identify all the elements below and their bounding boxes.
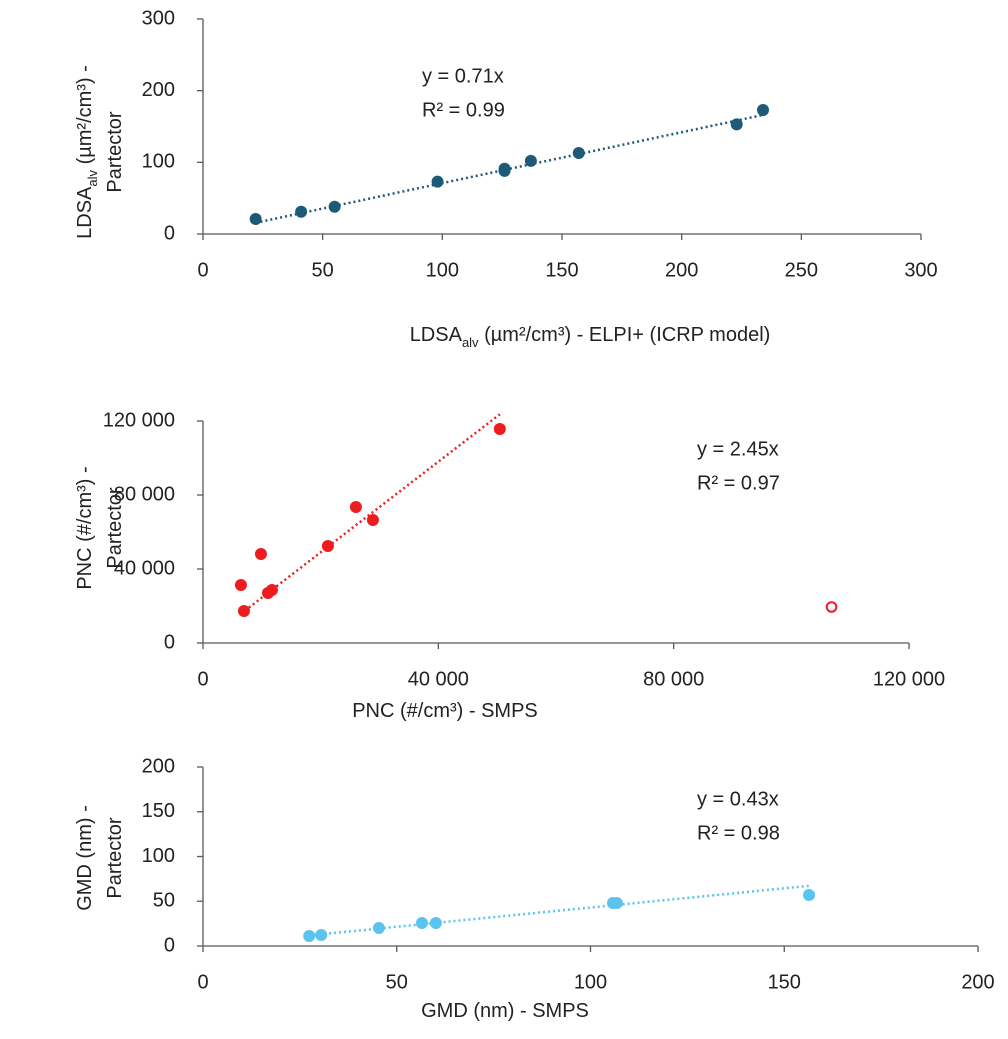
data-point bbox=[610, 897, 623, 910]
y-axis-label: Partector bbox=[104, 111, 126, 192]
y-tick-label: 100 bbox=[142, 151, 175, 173]
data-point bbox=[237, 604, 250, 617]
label-part: (µm²/cm³) - ELPI+ (ICRP model) bbox=[479, 324, 771, 346]
label-part: LDSA bbox=[74, 186, 96, 239]
data-point bbox=[328, 200, 341, 213]
label-part: PNC (#/cm³) - bbox=[74, 466, 96, 589]
y-tick-label: 300 bbox=[142, 7, 175, 29]
x-axis-label: PNC (#/cm³) - SMPS bbox=[352, 700, 538, 722]
data-point bbox=[524, 154, 537, 167]
y-axis-label: Partector bbox=[104, 487, 126, 568]
label-part: LDSA bbox=[410, 324, 463, 346]
data-point bbox=[372, 922, 385, 935]
y-axis-label: GMD (nm) - bbox=[74, 805, 96, 911]
data-point bbox=[493, 422, 506, 435]
x-tick-label: 200 bbox=[961, 971, 994, 993]
data-point bbox=[429, 916, 442, 929]
data-point bbox=[265, 583, 278, 596]
x-tick-label: 50 bbox=[312, 259, 334, 281]
data-point bbox=[757, 104, 770, 117]
label-part: Partector bbox=[104, 111, 126, 192]
data-point bbox=[415, 916, 428, 929]
y-tick-label: 100 bbox=[142, 845, 175, 867]
data-point bbox=[234, 579, 247, 592]
trendline bbox=[309, 884, 810, 937]
equation-annotation: y = 0.43x bbox=[697, 788, 779, 810]
x-tick-label: 50 bbox=[386, 971, 408, 993]
y-axis-label: LDSAalv (µm²/cm³) - bbox=[74, 65, 100, 239]
label-part: Partector bbox=[104, 817, 126, 898]
x-tick-label: 0 bbox=[197, 259, 208, 281]
x-axis-label: GMD (nm) - SMPS bbox=[421, 1000, 589, 1022]
y-tick-label: 40 000 bbox=[114, 557, 175, 579]
data-point bbox=[572, 147, 585, 160]
y-tick-label: 200 bbox=[142, 755, 175, 777]
data-point bbox=[295, 205, 308, 218]
trendline bbox=[240, 413, 501, 615]
y-tick-label: 80 000 bbox=[114, 483, 175, 505]
x-tick-label: 40 000 bbox=[408, 668, 469, 690]
label-part: PNC (#/cm³) - SMPS bbox=[352, 700, 538, 722]
equation-annotation: y = 2.45x bbox=[697, 438, 779, 460]
label-part: GMD (nm) - SMPS bbox=[421, 1000, 589, 1022]
x-tick-label: 300 bbox=[904, 259, 937, 281]
y-tick-label: 50 bbox=[153, 890, 175, 912]
y-tick-label: 150 bbox=[142, 800, 175, 822]
x-tick-label: 0 bbox=[197, 668, 208, 690]
data-point bbox=[498, 162, 511, 175]
data-point bbox=[249, 212, 262, 225]
x-tick-label: 100 bbox=[426, 259, 459, 281]
subscript: alv bbox=[85, 169, 100, 186]
data-point bbox=[303, 929, 316, 942]
label-part: GMD (nm) - bbox=[74, 805, 96, 911]
data-point bbox=[431, 175, 444, 188]
y-tick-label: 0 bbox=[164, 934, 175, 956]
data-point bbox=[825, 601, 838, 613]
data-point bbox=[366, 513, 379, 526]
x-tick-label: 150 bbox=[545, 259, 578, 281]
x-tick-label: 200 bbox=[665, 259, 698, 281]
x-tick-label: 80 000 bbox=[643, 668, 704, 690]
label-part: Partector bbox=[104, 487, 126, 568]
y-tick-label: 0 bbox=[164, 222, 175, 244]
data-point bbox=[349, 501, 362, 514]
equation-annotation: R² = 0.99 bbox=[422, 99, 505, 121]
equation-annotation: R² = 0.98 bbox=[697, 822, 780, 844]
x-axis-label: LDSAalv (µm²/cm³) - ELPI+ (ICRP model) bbox=[410, 324, 771, 350]
x-tick-label: 0 bbox=[197, 971, 208, 993]
equation-annotation: y = 0.71x bbox=[422, 65, 504, 87]
y-axis-label: PNC (#/cm³) - bbox=[74, 466, 96, 589]
x-tick-label: 100 bbox=[574, 971, 607, 993]
x-tick-label: 250 bbox=[785, 259, 818, 281]
label-part: (µm²/cm³) - bbox=[74, 65, 96, 170]
data-point bbox=[803, 888, 816, 901]
data-point bbox=[730, 118, 743, 131]
x-tick-label: 120 000 bbox=[873, 668, 945, 690]
subscript: alv bbox=[462, 335, 479, 350]
y-tick-label: 200 bbox=[142, 79, 175, 101]
data-point bbox=[315, 928, 328, 941]
data-point bbox=[321, 540, 334, 553]
y-tick-label: 0 bbox=[164, 631, 175, 653]
y-axis-label: Partector bbox=[104, 817, 126, 898]
equation-annotation: R² = 0.97 bbox=[697, 472, 780, 494]
y-tick-label: 120 000 bbox=[103, 409, 175, 431]
x-tick-label: 150 bbox=[768, 971, 801, 993]
data-point bbox=[254, 548, 267, 561]
